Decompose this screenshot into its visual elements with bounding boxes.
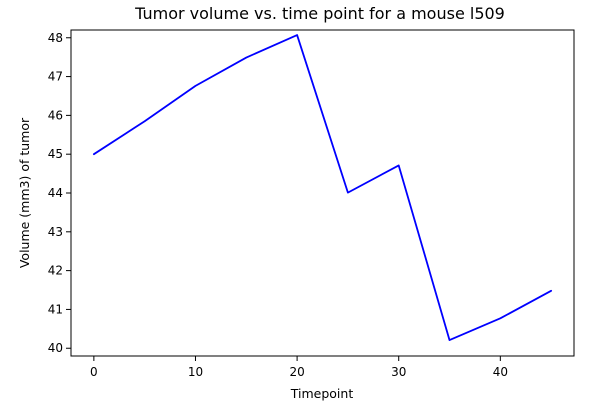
y-tick-label: 40	[48, 341, 63, 355]
y-tick-label: 47	[48, 70, 63, 84]
plot-area	[70, 29, 575, 357]
x-axis: 0 10 20 30 40	[90, 356, 508, 379]
y-tick-label: 43	[48, 225, 63, 239]
x-tick-label: 40	[493, 365, 508, 379]
y-axis-label: Volume (mm3) of tumor	[17, 117, 32, 268]
y-tick-label: 48	[48, 31, 63, 45]
y-tick-label: 44	[48, 186, 63, 200]
x-tick-label: 20	[289, 365, 304, 379]
chart-title: Tumor volume vs. time point for a mouse …	[134, 4, 505, 23]
series-layer	[92, 34, 553, 341]
y-tick-label: 41	[48, 302, 63, 316]
x-axis-label: Timepoint	[290, 386, 354, 401]
series-line	[92, 34, 553, 341]
y-tick-label: 46	[48, 108, 63, 122]
y-tick-label: 42	[48, 264, 63, 278]
x-tick-label: 0	[90, 365, 98, 379]
y-axis: 40 41 42 43 44 45 46 47 48	[48, 31, 71, 355]
y-tick-label: 45	[48, 147, 63, 161]
x-tick-label: 30	[391, 365, 406, 379]
x-tick-label: 10	[188, 365, 203, 379]
